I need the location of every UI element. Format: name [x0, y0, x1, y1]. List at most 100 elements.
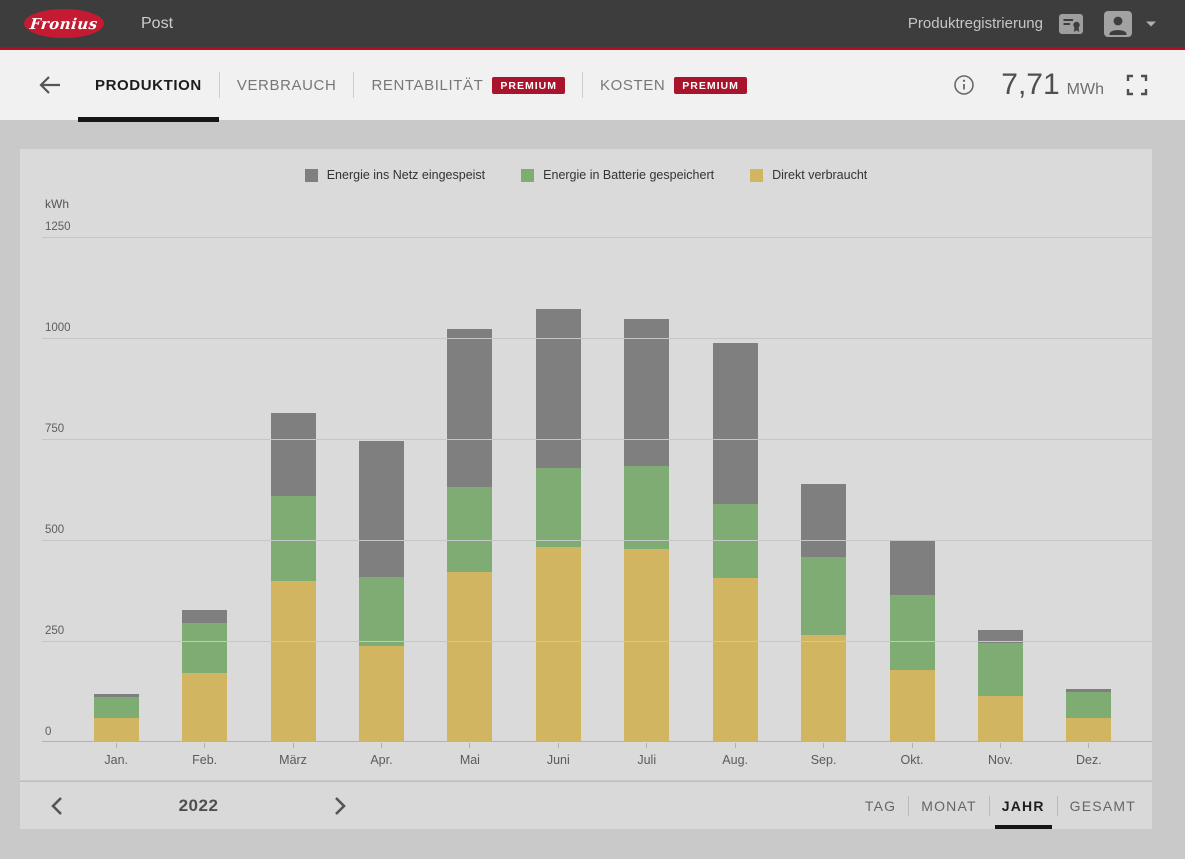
range-tab-separator [1056, 795, 1058, 816]
gridline-250 [42, 641, 1152, 642]
fullscreen-icon[interactable] [1126, 74, 1148, 96]
axis-tick [204, 743, 206, 748]
bar-segment [712, 504, 758, 578]
next-year-chevron-icon[interactable] [334, 796, 347, 816]
axis-tick [646, 743, 648, 748]
axis-tick [823, 743, 825, 748]
month-label: Sep. [810, 753, 837, 767]
gridline-500 [42, 540, 1152, 541]
bar-segment [977, 696, 1023, 742]
y-tick-label: 250 [45, 625, 65, 637]
x-axis-labels: Jan. Feb. März Apr. Mai Juni Juli Aug. Sep. Okt. N… [72, 743, 1133, 767]
range-tab-monat[interactable]: MONAT [921, 797, 977, 814]
axis-tick [911, 743, 913, 748]
fronius-logo[interactable]: Fronius [24, 9, 104, 38]
y-tick-label: 750 [45, 423, 65, 435]
product-registration-icon[interactable] [1057, 11, 1085, 37]
range-tab-tag[interactable]: TAG [864, 797, 897, 814]
toolbar-right: 7,71 MWh [953, 68, 1148, 102]
main-content: Energie ins Netz eingespeist Energie in B… [20, 149, 1152, 829]
tab-produktion[interactable]: PRODUKTION [78, 50, 219, 122]
stacked-bar[interactable] [182, 610, 228, 742]
stacked-bar[interactable] [447, 329, 493, 742]
stacked-bar[interactable] [712, 343, 758, 742]
month-label: Aug. [722, 753, 749, 767]
tab-kosten[interactable]: KOSTEN PREMIUM [583, 50, 764, 120]
account-icon[interactable] [1103, 10, 1133, 38]
stacked-bar[interactable] [889, 541, 935, 742]
bar-segment [447, 329, 493, 487]
y-tick-label: 0 [45, 726, 52, 738]
current-year-label: 2022 [178, 795, 219, 815]
bar-segment [977, 630, 1023, 643]
month-cell: Okt. [868, 743, 956, 767]
bar-slot-juli [603, 237, 691, 742]
total-production-unit: MWh [1066, 81, 1104, 98]
tab-label: PRODUKTION [95, 76, 202, 94]
range-tab-jahr[interactable]: JAHR [990, 782, 1057, 829]
chart-plot-area: Jan. Feb. März Apr. Mai Juni Juli Aug. Sep. Okt. N… [42, 221, 1152, 767]
legend-item: Energie in Batterie gespeichert [521, 168, 714, 182]
tab-label: KOSTEN [599, 76, 666, 94]
year-navigation: 2022 [50, 796, 347, 816]
bar-segment [889, 595, 935, 670]
month-label: März [279, 753, 307, 767]
bar-segment [889, 541, 935, 595]
axis-tick [999, 743, 1001, 748]
bar-segment [93, 694, 139, 697]
axis-tick [292, 743, 294, 748]
month-cell: März [249, 743, 337, 767]
bar-segment [801, 557, 847, 635]
bar-segment [93, 697, 139, 718]
info-icon[interactable] [953, 74, 975, 96]
stacked-bar[interactable] [977, 630, 1023, 742]
stacked-bar[interactable] [93, 694, 139, 742]
back-arrow-icon[interactable] [38, 75, 62, 95]
month-cell: Aug. [691, 743, 779, 767]
stacked-bar[interactable] [801, 484, 847, 742]
fronius-logo-text: Fronius [29, 14, 99, 33]
bar-segment [182, 673, 228, 742]
range-tab-gesamt[interactable]: GESAMT [1069, 797, 1136, 814]
total-production-value: 7,71 [1001, 68, 1060, 101]
tab-separator [353, 72, 355, 98]
bar-segment [712, 578, 758, 742]
tab-rentabilität[interactable]: RENTABILITÄT PREMIUM [354, 50, 582, 120]
product-registration-label[interactable]: Produktregistrierung [907, 15, 1043, 32]
account-menu-caret-icon[interactable] [1145, 20, 1157, 28]
premium-badge: PREMIUM [492, 76, 565, 94]
month-cell: Apr. [337, 743, 425, 767]
bar-segment [182, 610, 228, 623]
bar-segment [535, 468, 581, 547]
gridline-750 [42, 439, 1152, 440]
month-label: Juni [546, 753, 570, 767]
bar-segment [270, 496, 316, 581]
stacked-bar[interactable] [1066, 689, 1112, 742]
previous-year-chevron-icon[interactable] [50, 796, 63, 816]
bar-segment [624, 549, 670, 742]
legend-label: Direkt verbraucht [772, 168, 868, 182]
stacked-bar[interactable] [270, 413, 316, 742]
tab-verbrauch[interactable]: VERBRAUCH [220, 50, 354, 120]
stacked-bar[interactable] [358, 441, 404, 742]
month-label: Nov. [988, 753, 1013, 767]
legend-swatch [521, 168, 535, 182]
stacked-bar[interactable] [535, 309, 581, 742]
bar-segment [801, 484, 847, 557]
bar-segment [93, 718, 139, 742]
legend-item: Energie ins Netz eingespeist [304, 168, 486, 182]
bar-segment [358, 646, 404, 742]
bar-slot-feb [160, 237, 248, 742]
premium-badge: PREMIUM [674, 76, 747, 94]
month-cell: Feb. [160, 743, 248, 767]
bar-slot-märz [249, 237, 337, 742]
stacked-bar[interactable] [624, 319, 670, 742]
bar-slot-nov [956, 237, 1044, 742]
top-app-bar: Fronius Post Produktregistrierung [0, 0, 1185, 50]
bar-segment [535, 547, 581, 742]
tab-separator [218, 72, 220, 98]
month-label: Apr. [370, 753, 393, 767]
legend-label: Energie ins Netz eingespeist [326, 168, 486, 182]
bar-slot-juni [514, 237, 602, 742]
range-tab-separator [908, 795, 910, 816]
